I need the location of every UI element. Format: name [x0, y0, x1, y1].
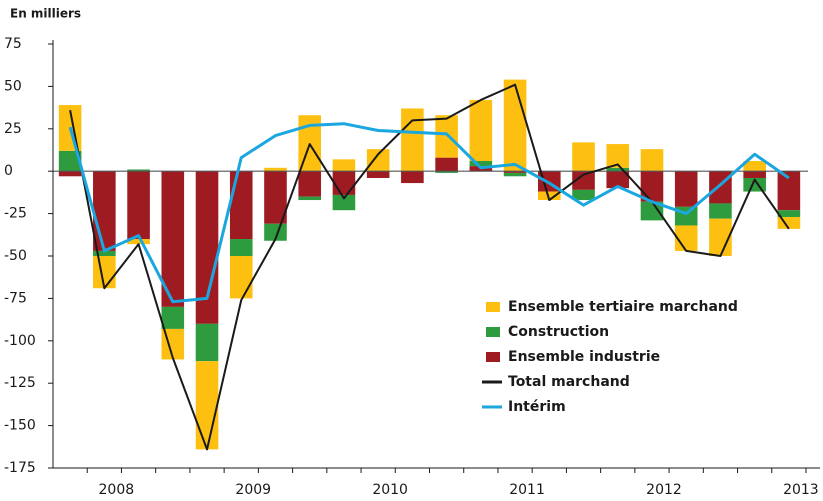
bar	[777, 171, 801, 211]
bar	[503, 172, 527, 177]
y-tick-label: 75	[4, 36, 22, 52]
bar	[229, 256, 253, 299]
legend-swatch	[486, 352, 500, 362]
bar	[469, 99, 493, 162]
bar	[58, 150, 82, 172]
bar	[503, 171, 527, 173]
y-tick-label: -150	[4, 418, 36, 434]
bar	[606, 144, 630, 168]
legend-swatch	[486, 302, 500, 312]
bar	[332, 159, 356, 172]
bar	[640, 149, 664, 172]
bar	[538, 191, 561, 201]
x-tick-label: 2013	[783, 482, 819, 498]
bar	[127, 239, 150, 245]
bar	[264, 171, 287, 224]
legend-label: Ensemble tertiaire marchand	[508, 299, 738, 315]
x-tick-label: 2008	[99, 482, 135, 498]
bar	[127, 171, 150, 240]
bar	[229, 171, 253, 240]
bar	[332, 171, 356, 195]
y-tick-label: -100	[4, 333, 36, 349]
bar	[572, 189, 595, 201]
bar	[435, 157, 458, 172]
bar	[161, 306, 185, 329]
bar	[435, 115, 458, 158]
bar	[195, 171, 219, 324]
bar	[777, 210, 801, 217]
y-tick-label: -75	[4, 290, 27, 306]
bar	[640, 201, 664, 221]
y-tick-label: 25	[4, 121, 22, 137]
legend-swatch	[486, 327, 500, 337]
bar	[709, 218, 732, 256]
y-tick-label: 0	[4, 163, 13, 179]
y-tick-label: -25	[4, 206, 27, 222]
bar	[298, 196, 321, 201]
x-tick-label: 2010	[372, 482, 408, 498]
bar	[572, 142, 595, 172]
legend-label: Intérim	[508, 399, 566, 415]
bar	[777, 216, 801, 229]
bar	[401, 108, 424, 172]
bar	[298, 171, 321, 197]
bar	[674, 225, 698, 251]
bar	[743, 171, 766, 178]
bar	[93, 250, 116, 256]
bar	[401, 171, 424, 184]
bar	[366, 149, 390, 172]
x-tick-label: 2011	[509, 482, 545, 498]
bar	[503, 79, 527, 172]
x-tick-label: 2012	[646, 482, 682, 498]
bar	[435, 171, 458, 173]
line	[68, 122, 790, 304]
bar	[229, 239, 253, 256]
legend-label: Ensemble industrie	[508, 349, 660, 365]
bar	[709, 203, 732, 219]
y-tick-label: -125	[4, 375, 36, 391]
bar	[572, 171, 595, 190]
bar	[469, 161, 493, 167]
bar	[743, 161, 766, 172]
y-tick-label: -175	[4, 460, 36, 476]
legend-label: Total marchand	[508, 374, 630, 390]
bar	[264, 223, 287, 241]
bar	[195, 361, 219, 450]
bar	[366, 171, 390, 178]
bar	[606, 171, 630, 189]
bar	[264, 167, 287, 172]
y-tick-label: -50	[4, 248, 27, 264]
bar	[606, 167, 630, 172]
bar	[195, 323, 219, 362]
bar	[161, 171, 185, 307]
legend-label: Construction	[508, 324, 609, 340]
x-tick-label: 2009	[235, 482, 271, 498]
line	[69, 83, 790, 451]
chart-title: En milliers	[10, 7, 81, 21]
bar	[58, 171, 82, 177]
bar	[332, 194, 356, 211]
bar	[674, 171, 698, 207]
bar	[127, 169, 150, 172]
y-tick-label: 50	[4, 78, 22, 94]
bar	[93, 171, 116, 251]
